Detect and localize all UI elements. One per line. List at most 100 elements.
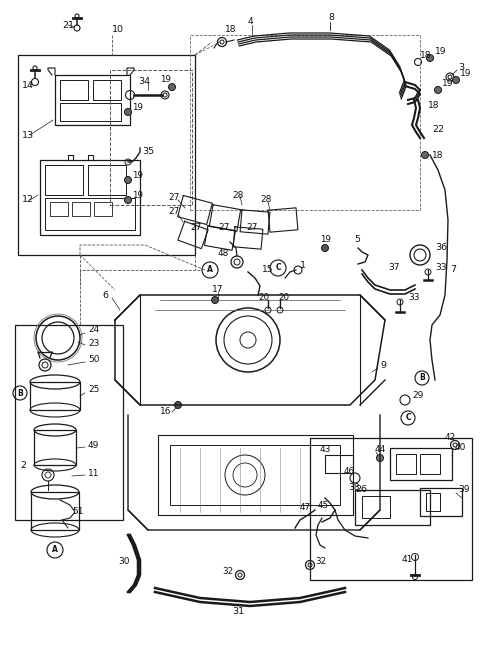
Text: 26: 26: [355, 486, 367, 494]
Text: 34: 34: [138, 77, 150, 86]
Text: 31: 31: [232, 607, 244, 616]
Text: 21: 21: [62, 20, 74, 30]
Bar: [50, 202, 68, 216]
Text: 33: 33: [435, 263, 446, 273]
Text: 6: 6: [102, 290, 108, 300]
Circle shape: [427, 55, 433, 61]
Bar: [60, 103, 121, 121]
Text: 36: 36: [435, 244, 447, 253]
Text: 29: 29: [412, 391, 423, 401]
Bar: [158, 435, 353, 515]
Bar: [170, 445, 340, 505]
Text: B: B: [419, 374, 425, 383]
Bar: [325, 455, 353, 473]
Text: 40: 40: [455, 444, 467, 453]
Text: 28: 28: [232, 191, 243, 199]
Text: 19: 19: [460, 69, 471, 77]
Text: 7: 7: [450, 265, 456, 275]
Text: 27: 27: [218, 224, 229, 232]
Text: 27: 27: [190, 224, 202, 232]
Bar: [15, 325, 123, 520]
Circle shape: [124, 197, 132, 203]
Bar: [45, 165, 83, 195]
Text: 13: 13: [22, 131, 34, 139]
Text: 51: 51: [72, 508, 84, 517]
Bar: [310, 438, 472, 580]
Text: 17: 17: [212, 286, 224, 294]
Circle shape: [168, 84, 176, 90]
Text: 24: 24: [88, 325, 99, 335]
Text: 2: 2: [20, 461, 26, 469]
Text: 48: 48: [218, 249, 229, 257]
Text: 15: 15: [262, 265, 274, 275]
Text: 1: 1: [300, 261, 306, 269]
Circle shape: [175, 401, 181, 409]
Bar: [362, 496, 390, 518]
Text: 38: 38: [348, 484, 360, 492]
Bar: [420, 454, 440, 474]
Text: 19: 19: [160, 75, 171, 84]
Text: 32: 32: [222, 568, 233, 576]
Circle shape: [124, 108, 132, 116]
Text: 19: 19: [435, 48, 446, 57]
Text: 33: 33: [408, 294, 420, 302]
Circle shape: [124, 176, 132, 183]
Text: A: A: [207, 265, 213, 275]
Text: 19: 19: [132, 172, 143, 180]
Text: 41: 41: [402, 556, 413, 564]
Text: 19: 19: [320, 236, 331, 244]
Text: 37: 37: [388, 263, 399, 273]
Bar: [420, 488, 462, 516]
Text: 16: 16: [160, 407, 171, 416]
Bar: [55, 75, 130, 125]
Text: 18: 18: [420, 51, 432, 59]
Text: 32: 32: [315, 558, 326, 566]
Text: 39: 39: [458, 486, 469, 494]
Text: C: C: [405, 414, 411, 422]
Text: 28: 28: [260, 195, 271, 205]
Bar: [110, 70, 192, 205]
Text: B: B: [17, 389, 23, 397]
Text: 14: 14: [22, 81, 34, 90]
Text: 10: 10: [112, 26, 124, 34]
Bar: [30, 382, 80, 410]
Text: 35: 35: [142, 147, 154, 156]
Text: 27: 27: [168, 193, 180, 203]
Bar: [60, 80, 88, 100]
Text: 5: 5: [354, 236, 360, 244]
Text: 8: 8: [328, 13, 334, 22]
Text: 19: 19: [442, 79, 454, 88]
Circle shape: [212, 296, 218, 304]
Circle shape: [421, 152, 429, 158]
Text: 19: 19: [132, 191, 143, 201]
Text: C: C: [275, 263, 281, 273]
Text: 50: 50: [88, 356, 99, 364]
Circle shape: [434, 86, 442, 94]
Text: 22: 22: [432, 125, 444, 135]
Text: 18: 18: [432, 150, 444, 160]
Text: A: A: [52, 546, 58, 554]
Text: 44: 44: [375, 446, 386, 455]
Text: 23: 23: [88, 339, 99, 348]
Text: 27: 27: [246, 224, 257, 232]
Bar: [390, 448, 452, 480]
Bar: [40, 160, 140, 235]
Text: 18: 18: [428, 100, 440, 110]
Text: 20: 20: [258, 294, 269, 302]
Text: 11: 11: [88, 469, 99, 477]
Circle shape: [322, 244, 328, 251]
Text: 30: 30: [118, 558, 130, 566]
Bar: [31, 492, 79, 530]
Text: 45: 45: [318, 500, 329, 510]
Text: 49: 49: [88, 440, 99, 449]
Text: 20: 20: [278, 294, 289, 302]
Text: 27: 27: [168, 207, 180, 216]
Bar: [34, 430, 76, 465]
Bar: [18, 55, 195, 255]
Text: 12: 12: [22, 195, 34, 205]
Text: 18: 18: [225, 26, 237, 34]
Bar: [94, 202, 112, 216]
Text: 42: 42: [445, 434, 456, 442]
Text: 19: 19: [132, 104, 143, 112]
Bar: [45, 198, 135, 230]
